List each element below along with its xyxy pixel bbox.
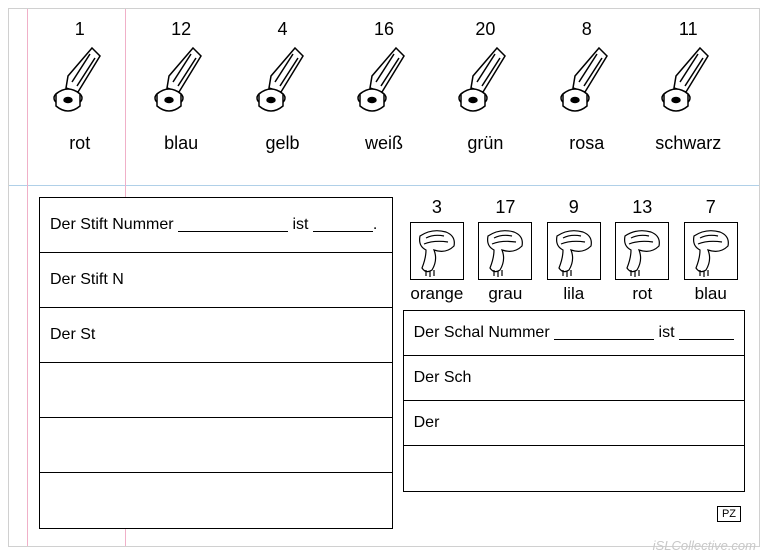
pencil-item: 1 rot [35, 19, 125, 154]
text: Der Schal Nummer [414, 324, 554, 342]
pencil-label: weiß [339, 133, 429, 154]
text: . [373, 216, 377, 234]
scarf-number: 3 [407, 197, 467, 218]
text: Der Stift N [50, 271, 124, 289]
scarf-icon [615, 222, 669, 280]
text: Der [414, 414, 440, 432]
stift-line-3: Der St [40, 308, 392, 363]
pencil-item: 8 rosa [542, 19, 632, 154]
schal-line-4 [404, 446, 744, 491]
pencil-icon [339, 44, 429, 129]
stift-line-1: Der Stift Nummer ist . [40, 198, 392, 253]
scarf-icon [547, 222, 601, 280]
left-column: Der Stift Nummer ist . Der Stift N Der S… [39, 197, 393, 528]
pencil-number: 1 [35, 19, 125, 40]
text: ist [288, 216, 313, 234]
schal-line-2: Der Sch [404, 356, 744, 401]
pencil-label: grün [440, 133, 530, 154]
pencil-label: rot [35, 133, 125, 154]
stift-line-2: Der Stift N [40, 253, 392, 308]
pencil-icon [136, 44, 226, 129]
pencil-icon [238, 44, 328, 129]
schal-line-3: Der [404, 401, 744, 446]
scarf-icon [478, 222, 532, 280]
guide-line-h [9, 185, 759, 186]
scarf-label: grau [475, 284, 535, 304]
scarf-label: blau [681, 284, 741, 304]
scarf-label: rot [612, 284, 672, 304]
scarf-item: 7 blau [681, 197, 741, 304]
scarf-icon [410, 222, 464, 280]
blank-long [178, 218, 288, 232]
pencil-label: blau [136, 133, 226, 154]
pencil-icon [35, 44, 125, 129]
pencil-number: 20 [440, 19, 530, 40]
pencil-item: 16 weiß [339, 19, 429, 154]
pencil-number: 11 [643, 19, 733, 40]
pencil-number: 8 [542, 19, 632, 40]
pencil-label: rosa [542, 133, 632, 154]
worksheet-frame: 1 rot 12 blau 4 [8, 8, 760, 547]
pz-label: PZ [717, 506, 741, 522]
pencil-item: 12 blau [136, 19, 226, 154]
scarf-item: 3 orange [407, 197, 467, 304]
blank-short [679, 326, 734, 340]
pencil-item: 11 schwarz [643, 19, 733, 154]
stift-line-6 [40, 473, 392, 528]
text: ist [654, 324, 679, 342]
pencil-number: 16 [339, 19, 429, 40]
scarf-row: 3 orange 17 grau 9 [403, 197, 745, 310]
text: Der Sch [414, 369, 472, 387]
pencil-number: 4 [238, 19, 328, 40]
text: Der St [50, 326, 95, 344]
text: Der Stift Nummer [50, 216, 178, 234]
scarf-item: 17 grau [475, 197, 535, 304]
scarf-number: 7 [681, 197, 741, 218]
scarf-label: orange [407, 284, 467, 304]
stift-line-5 [40, 418, 392, 473]
lower-section: Der Stift Nummer ist . Der Stift N Der S… [39, 197, 745, 528]
watermark: iSLCollective.com [653, 538, 756, 553]
blank-long [554, 326, 654, 340]
scarf-label: lila [544, 284, 604, 304]
scarf-icon [684, 222, 738, 280]
pencil-number: 12 [136, 19, 226, 40]
pencil-item: 4 gelb [238, 19, 328, 154]
schal-line-1: Der Schal Nummer ist [404, 311, 744, 356]
pencil-icon [643, 44, 733, 129]
pencil-item: 20 grün [440, 19, 530, 154]
stift-lines-box: Der Stift Nummer ist . Der Stift N Der S… [39, 197, 393, 529]
scarf-item: 9 lila [544, 197, 604, 304]
right-column: 3 orange 17 grau 9 [403, 197, 745, 528]
pencil-label: schwarz [643, 133, 733, 154]
schal-lines-box: Der Schal Nummer ist Der Sch Der [403, 310, 745, 492]
pencil-icon [440, 44, 530, 129]
pencil-icon [542, 44, 632, 129]
stift-line-4 [40, 363, 392, 418]
guide-line-v-left [27, 9, 28, 546]
scarf-item: 13 rot [612, 197, 672, 304]
scarf-number: 13 [612, 197, 672, 218]
pencil-row: 1 rot 12 blau 4 [9, 9, 759, 154]
pencil-label: gelb [238, 133, 328, 154]
blank-short [313, 218, 373, 232]
scarf-number: 17 [475, 197, 535, 218]
scarf-number: 9 [544, 197, 604, 218]
